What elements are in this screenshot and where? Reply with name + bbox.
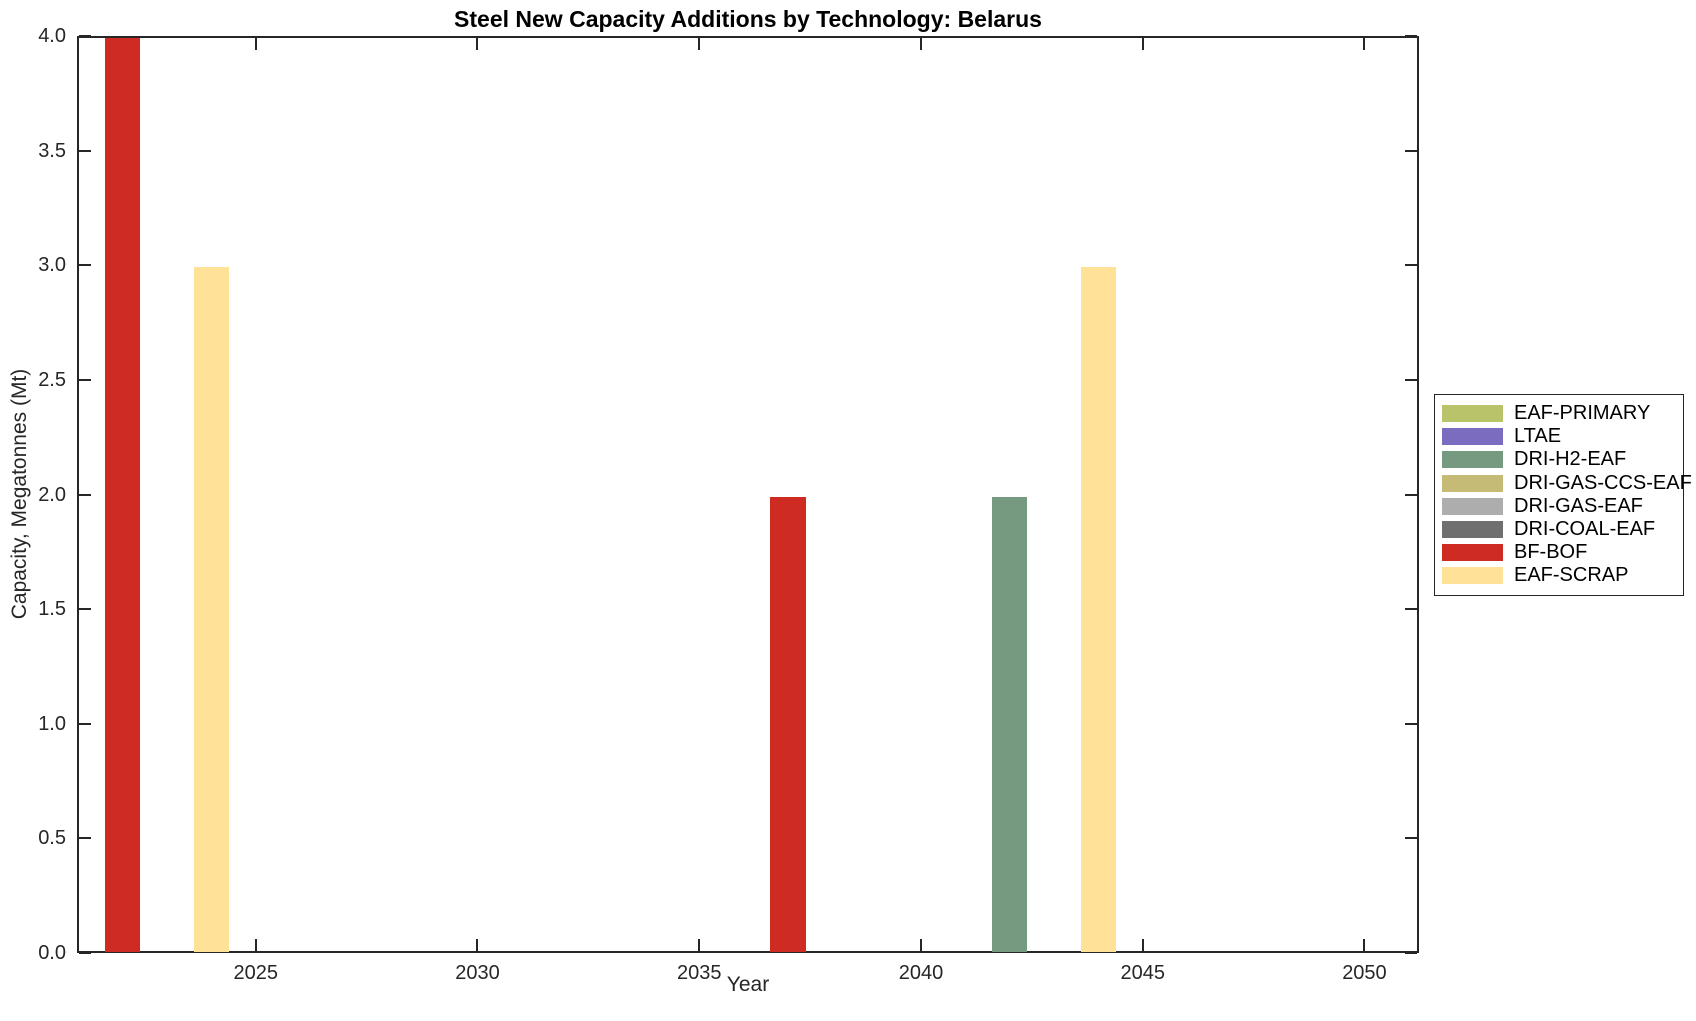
y-tick-label: 2.0 <box>38 483 66 506</box>
legend-item-BF-BOF: BF-BOF <box>1435 541 1683 564</box>
x-tick-label: 2035 <box>676 962 722 984</box>
y-tick <box>79 378 91 381</box>
y-tick-label: 0.5 <box>38 827 66 850</box>
bar-BF-BOF-2022 <box>104 38 141 952</box>
x-tick-top <box>919 38 922 50</box>
y-tick-right <box>1405 264 1417 267</box>
legend-label: DRI-H2-EAF <box>1514 448 1627 471</box>
legend-label: LTAE <box>1514 425 1562 448</box>
legend-swatch <box>1442 405 1503 423</box>
x-tick-label: 2040 <box>898 962 944 984</box>
legend-item-EAF-SCRAP: EAF-SCRAP <box>1435 564 1683 587</box>
legend-label: BF-BOF <box>1514 541 1588 564</box>
y-tick-label: 4.0 <box>38 25 66 47</box>
y-tick-right <box>1405 378 1417 381</box>
y-tick <box>79 952 91 954</box>
y-tick-right <box>1405 608 1417 611</box>
y-tick-label: 1.0 <box>38 712 66 735</box>
x-tick-top <box>476 38 479 50</box>
legend-swatch <box>1442 497 1503 515</box>
x-tick-label: 2025 <box>233 962 278 984</box>
x-tick-top <box>1141 38 1144 50</box>
legend-swatch <box>1442 474 1503 492</box>
bar-EAF-SCRAP-2044 <box>1080 267 1117 952</box>
x-tick-top <box>254 38 257 50</box>
y-tick-label: 3.0 <box>38 254 66 277</box>
bar-DRI-H2-EAF-2042 <box>991 496 1028 952</box>
x-tick-label: 2050 <box>1342 962 1387 984</box>
x-tick <box>1141 939 1144 951</box>
legend-swatch <box>1442 521 1503 539</box>
y-tick-right <box>1405 952 1417 954</box>
x-tick <box>254 939 257 951</box>
legend-label: DRI-GAS-EAF <box>1514 494 1643 517</box>
chart-title: Steel New Capacity Additions by Technolo… <box>454 6 1042 32</box>
bar-BF-BOF-2037 <box>770 496 806 952</box>
legend-swatch <box>1442 544 1503 562</box>
y-tick <box>79 35 91 37</box>
x-tick-label: 2045 <box>1120 962 1165 984</box>
legend-label: EAF-PRIMARY <box>1514 402 1651 425</box>
y-tick <box>79 837 91 840</box>
y-tick-label: 0.0 <box>38 942 66 964</box>
y-tick <box>79 149 91 152</box>
y-tick-right <box>1405 493 1417 496</box>
legend-item-DRI-GAS-CCS-EAF: DRI-GAS-CCS-EAF <box>1435 472 1692 495</box>
y-tick <box>79 722 91 725</box>
y-tick <box>79 264 91 267</box>
legend-swatch <box>1442 567 1503 585</box>
x-tick-label: 2030 <box>455 962 500 984</box>
x-tick <box>698 939 701 951</box>
y-tick <box>79 608 91 611</box>
y-tick-label: 1.5 <box>38 598 66 621</box>
bar-EAF-SCRAP-2024 <box>193 267 230 952</box>
legend-item-DRI-COAL-EAF: DRI-COAL-EAF <box>1435 518 1683 541</box>
x-tick <box>919 939 922 951</box>
y-tick-right <box>1405 837 1417 840</box>
y-tick-right <box>1405 149 1417 152</box>
legend-label: DRI-COAL-EAF <box>1514 518 1656 541</box>
legend-item-DRI-H2-EAF: DRI-H2-EAF <box>1435 448 1683 471</box>
y-tick-right <box>1405 722 1417 725</box>
x-tick-top <box>1363 38 1366 50</box>
x-tick-top <box>698 38 701 50</box>
x-tick <box>1363 939 1366 951</box>
legend: EAF-PRIMARY LTAE DRI-H2-EAF DRI-GAS-CCS-EAF… <box>1434 394 1692 596</box>
y-tick-right <box>1405 35 1417 37</box>
legend-label: DRI-GAS-CCS-EAF <box>1514 471 1692 494</box>
y-tick-label: 3.5 <box>38 139 66 162</box>
y-tick-label: 2.5 <box>38 368 66 391</box>
x-tick <box>476 939 479 951</box>
legend-item-EAF-PRIMARY: EAF-PRIMARY <box>1435 402 1683 425</box>
legend-item-LTAE: LTAE <box>1435 425 1683 448</box>
legend-item-DRI-GAS-EAF: DRI-GAS-EAF <box>1435 495 1683 518</box>
x-axis-label: Year <box>726 973 770 996</box>
y-tick <box>79 493 91 496</box>
plot-area <box>77 35 1419 954</box>
legend-label: EAF-SCRAP <box>1514 564 1629 587</box>
legend-swatch <box>1442 428 1503 446</box>
legend-swatch <box>1442 451 1503 469</box>
